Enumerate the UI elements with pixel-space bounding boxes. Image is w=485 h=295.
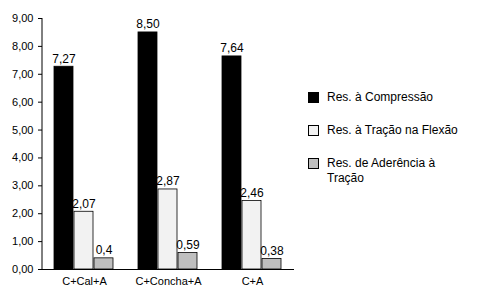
svg-text:8,00: 8,00 bbox=[12, 40, 33, 52]
svg-text:6,00: 6,00 bbox=[12, 96, 33, 108]
svg-text:C+Concha+A: C+Concha+A bbox=[135, 275, 202, 287]
svg-text:5,00: 5,00 bbox=[12, 124, 33, 136]
svg-text:2,00: 2,00 bbox=[12, 207, 33, 219]
svg-text:C+Cal+A: C+Cal+A bbox=[62, 275, 107, 287]
svg-text:3,00: 3,00 bbox=[12, 179, 33, 191]
html-text:Res. de Aderência à Tração: Res. de Aderência à Tração bbox=[327, 155, 436, 185]
svg-text:1,00: 1,00 bbox=[12, 235, 33, 247]
svg-text:C+A: C+A bbox=[242, 275, 264, 287]
svg-text:2,87: 2,87 bbox=[156, 174, 180, 188]
svg-text:2,46: 2,46 bbox=[240, 186, 264, 200]
svg-text:0,38: 0,38 bbox=[260, 244, 284, 258]
svg-text:0,4: 0,4 bbox=[96, 243, 113, 257]
svg-text:4,00: 4,00 bbox=[12, 151, 33, 163]
html-text:Res. à Tração na Flexão: Res. à Tração na Flexão bbox=[327, 122, 458, 137]
html-text:Res. à Compressão: Res. à Compressão bbox=[327, 89, 433, 104]
svg-text:0,00: 0,00 bbox=[12, 263, 33, 275]
svg-text:7,64: 7,64 bbox=[220, 41, 244, 55]
svg-text:9,00: 9,00 bbox=[12, 12, 33, 24]
svg-text:7,27: 7,27 bbox=[52, 52, 76, 66]
svg-text:2,07: 2,07 bbox=[72, 197, 96, 211]
svg-text:8,50: 8,50 bbox=[136, 17, 160, 31]
svg-text:0,59: 0,59 bbox=[176, 238, 200, 252]
svg-text:7,00: 7,00 bbox=[12, 68, 33, 80]
